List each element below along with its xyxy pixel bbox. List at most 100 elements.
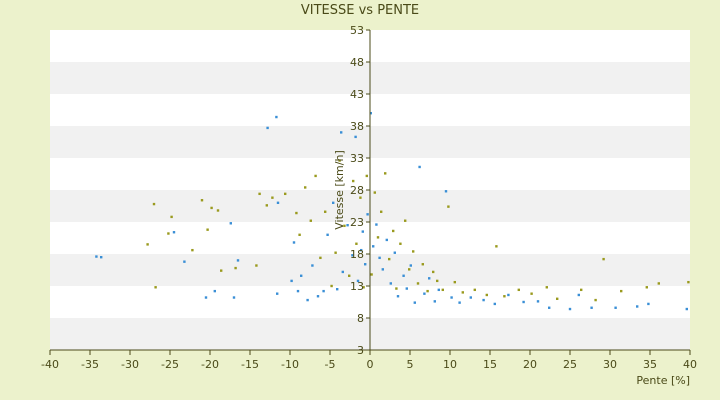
y-tick-label: 3 bbox=[357, 344, 364, 357]
data-point bbox=[298, 233, 301, 236]
data-point bbox=[384, 172, 387, 175]
x-tick-label: -5 bbox=[325, 358, 336, 371]
data-point bbox=[191, 248, 194, 252]
data-point bbox=[304, 186, 307, 189]
data-point bbox=[314, 174, 317, 178]
y-tick-label: 23 bbox=[350, 216, 364, 229]
data-point bbox=[590, 306, 593, 309]
y-tick-label: 38 bbox=[350, 120, 364, 133]
data-point bbox=[372, 245, 375, 248]
data-point bbox=[536, 300, 540, 303]
data-point bbox=[428, 277, 431, 280]
data-point bbox=[395, 287, 398, 290]
data-point bbox=[258, 192, 261, 196]
data-point bbox=[381, 268, 384, 271]
data-point bbox=[346, 224, 349, 227]
data-point bbox=[517, 288, 520, 292]
y-tick-label: 28 bbox=[350, 184, 364, 197]
data-point bbox=[396, 295, 400, 298]
data-point bbox=[167, 232, 170, 235]
data-point bbox=[276, 292, 279, 295]
y-tick-label: 48 bbox=[350, 56, 364, 69]
data-point bbox=[416, 282, 420, 285]
data-point bbox=[388, 257, 391, 261]
data-point bbox=[324, 210, 327, 213]
data-point bbox=[275, 115, 278, 119]
data-point bbox=[204, 296, 208, 299]
data-point bbox=[436, 279, 439, 283]
data-point bbox=[602, 257, 605, 261]
x-tick-label: -15 bbox=[241, 358, 259, 371]
data-point bbox=[311, 264, 314, 267]
data-point bbox=[577, 293, 580, 297]
data-point bbox=[316, 295, 320, 298]
data-point bbox=[334, 251, 337, 254]
data-point bbox=[216, 209, 220, 212]
data-point bbox=[493, 302, 496, 306]
y-tick-label: 43 bbox=[350, 88, 364, 101]
data-point bbox=[348, 274, 351, 277]
data-point bbox=[356, 279, 360, 283]
y-tick-label: 53 bbox=[350, 24, 364, 37]
data-point bbox=[322, 289, 325, 293]
data-point bbox=[469, 296, 472, 299]
data-point bbox=[389, 282, 392, 285]
data-point bbox=[183, 260, 186, 263]
data-point bbox=[332, 201, 335, 204]
data-point bbox=[399, 242, 402, 245]
x-tick-label: 25 bbox=[563, 358, 577, 371]
data-point bbox=[385, 238, 388, 242]
data-point bbox=[423, 292, 426, 295]
data-point bbox=[200, 199, 204, 202]
data-point bbox=[409, 264, 412, 267]
data-point bbox=[376, 236, 380, 239]
data-point bbox=[685, 307, 688, 311]
data-point bbox=[375, 223, 378, 226]
data-point bbox=[548, 306, 551, 309]
data-point bbox=[361, 230, 364, 233]
y-tick-label: 18 bbox=[350, 248, 364, 261]
y-tick-label: 13 bbox=[350, 280, 364, 293]
data-point bbox=[380, 210, 383, 213]
data-point bbox=[266, 126, 269, 130]
data-point bbox=[326, 233, 329, 236]
data-point bbox=[152, 202, 156, 206]
data-point bbox=[146, 243, 149, 246]
data-point bbox=[236, 259, 240, 262]
data-point bbox=[645, 286, 648, 289]
data-point bbox=[530, 292, 533, 295]
data-point bbox=[336, 288, 339, 291]
data-point bbox=[284, 192, 287, 196]
data-point bbox=[413, 301, 416, 304]
chart-title: VITESSE vs PENTE bbox=[301, 3, 419, 18]
data-point bbox=[330, 284, 333, 288]
data-point bbox=[210, 206, 213, 210]
data-point bbox=[95, 255, 98, 258]
data-point bbox=[154, 286, 157, 289]
data-point bbox=[405, 287, 408, 290]
data-point bbox=[362, 286, 365, 289]
y-axis-label: Vitesse [km/h] bbox=[333, 150, 346, 230]
data-point bbox=[172, 231, 176, 234]
data-point bbox=[255, 264, 258, 267]
data-point bbox=[620, 289, 623, 293]
data-point bbox=[351, 254, 354, 257]
x-tick-label: 20 bbox=[523, 358, 537, 371]
data-point bbox=[580, 288, 583, 292]
data-point bbox=[355, 242, 358, 245]
x-tick-label: 35 bbox=[643, 358, 657, 371]
data-point bbox=[343, 224, 346, 228]
x-tick-label: -35 bbox=[81, 358, 99, 371]
data-point bbox=[338, 159, 341, 162]
data-point bbox=[359, 196, 362, 199]
data-point bbox=[412, 250, 415, 253]
data-point bbox=[100, 256, 103, 259]
x-tick-label: -10 bbox=[281, 358, 299, 371]
data-point bbox=[485, 293, 488, 297]
y-tick-label: 8 bbox=[357, 312, 364, 325]
data-point bbox=[341, 270, 344, 274]
x-axis-label: Pente [%] bbox=[636, 374, 690, 387]
data-point bbox=[296, 289, 300, 293]
